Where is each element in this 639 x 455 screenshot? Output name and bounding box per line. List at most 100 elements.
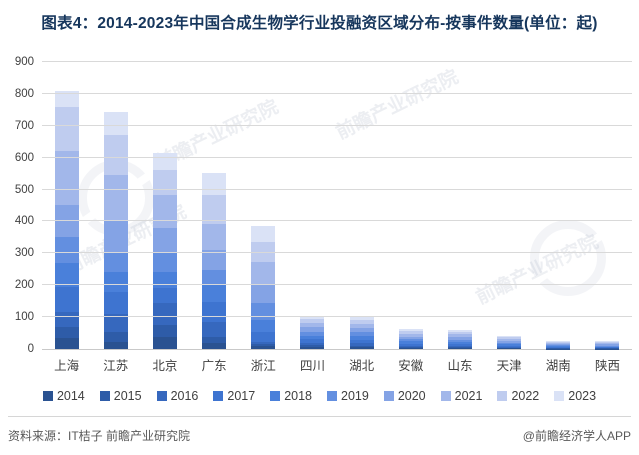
bar-segment [300, 347, 325, 349]
bar-segment [546, 343, 571, 346]
bar-segment [349, 328, 374, 333]
legend: 2014 2015 2016 2017 2018 2019 2020 2021 2022 2023 [0, 389, 639, 403]
x-axis-category-label: 江苏 [103, 359, 129, 373]
bar-segment [595, 347, 620, 349]
x-axis-category-label: 安徽 [398, 359, 424, 373]
bar-column [42, 62, 91, 349]
bar-segment [251, 302, 276, 321]
bar-segment [349, 323, 374, 329]
bar-column [190, 62, 239, 349]
bar-segment [349, 345, 374, 348]
bar-segment [546, 342, 571, 344]
legend-swatch-icon [554, 391, 565, 401]
bar-segment [447, 337, 472, 340]
bar-segment [152, 170, 177, 196]
bar-segment [398, 331, 423, 334]
bar-segment [54, 263, 79, 287]
bar-segment [349, 332, 374, 337]
y-axis-tick-label: 400 [14, 215, 34, 228]
bar-segment [103, 313, 128, 332]
gridline [42, 220, 632, 222]
legend-label: 2016 [170, 389, 199, 403]
bar-segment [152, 325, 177, 337]
bar-segment [251, 261, 276, 285]
legend-label: 2020 [397, 389, 426, 403]
bar-segment [54, 236, 79, 264]
bar-segment [152, 303, 177, 326]
x-axis-category-label: 湖南 [545, 359, 571, 373]
x-axis-category-label: 陕西 [594, 359, 620, 373]
legend-label: 2018 [284, 389, 312, 403]
bar-segment [103, 111, 128, 136]
bar-segment [54, 286, 79, 312]
gridline [42, 284, 632, 286]
bar-segment [54, 326, 79, 339]
bar-column [485, 62, 534, 349]
bar-segment [54, 151, 79, 206]
legend-item: 2020 [383, 389, 426, 403]
bar-segment [349, 316, 374, 321]
bar-segment [202, 250, 227, 270]
bar-segment [595, 341, 620, 343]
bar-stack [546, 340, 571, 349]
y-axis-tick-label: 0 [27, 343, 34, 355]
bar-segment [497, 338, 522, 341]
bar-segment [398, 328, 423, 332]
bar-segment [546, 346, 571, 348]
bar-segment [251, 332, 276, 342]
bar-segment [202, 195, 227, 225]
bar-segment [595, 345, 620, 347]
bar-segment [202, 224, 227, 251]
bar-segment [595, 343, 620, 345]
bar-segment [300, 335, 325, 340]
legend-swatch-icon [497, 391, 508, 401]
bar-segment [595, 342, 620, 344]
bar-segment [202, 321, 227, 337]
bar-stack [595, 341, 620, 349]
legend-swatch-icon [270, 391, 281, 401]
gridline [42, 124, 632, 126]
bar-stack [103, 111, 128, 349]
legend-label: 2022 [511, 389, 540, 403]
bar-segment [497, 342, 522, 345]
bar-segment [595, 347, 620, 348]
legend-item: 2019 [327, 389, 369, 403]
bar-segment [546, 347, 571, 349]
legend-swatch-icon [156, 391, 167, 401]
legend-item: 2015 [99, 389, 142, 403]
bar-segment [398, 333, 423, 337]
bar-segment [497, 340, 522, 343]
bar-segment [447, 342, 472, 344]
bar-segment [398, 347, 423, 349]
x-axis-category-label: 山东 [447, 359, 473, 373]
y-axis-tick-label: 700 [14, 119, 34, 132]
bar-segment [398, 343, 423, 346]
bar-segment [447, 348, 472, 349]
bar-segment [447, 343, 472, 346]
bar-segment [497, 348, 522, 349]
bar-segment [300, 342, 325, 346]
bar-segment [103, 291, 128, 314]
bar-segment [398, 341, 423, 344]
y-axis-tick-label: 100 [14, 311, 34, 324]
bar-segment [152, 336, 177, 349]
bar-segment [202, 284, 227, 303]
chart-title: 图表4：2014-2023年中国合成生物学行业投融资区域分布-按事件数量(单位：… [41, 15, 598, 32]
bar-column [91, 62, 140, 349]
gridline [42, 188, 632, 190]
y-axis-tick-label: 600 [14, 151, 34, 164]
bar-column [534, 62, 583, 349]
legend-swatch-icon [213, 391, 224, 401]
bar-segment [300, 322, 325, 328]
gridline [42, 92, 632, 94]
bar-stack [202, 173, 227, 349]
plot-area [42, 61, 632, 350]
bar-segment [300, 345, 325, 348]
bar-segment [152, 195, 177, 228]
bar-segment [251, 225, 276, 242]
bar-segment [595, 346, 620, 348]
bar-segment [595, 344, 620, 346]
bar-segment [202, 173, 227, 196]
bar-segment [54, 338, 79, 349]
y-axis-tick-label: 800 [14, 87, 34, 100]
